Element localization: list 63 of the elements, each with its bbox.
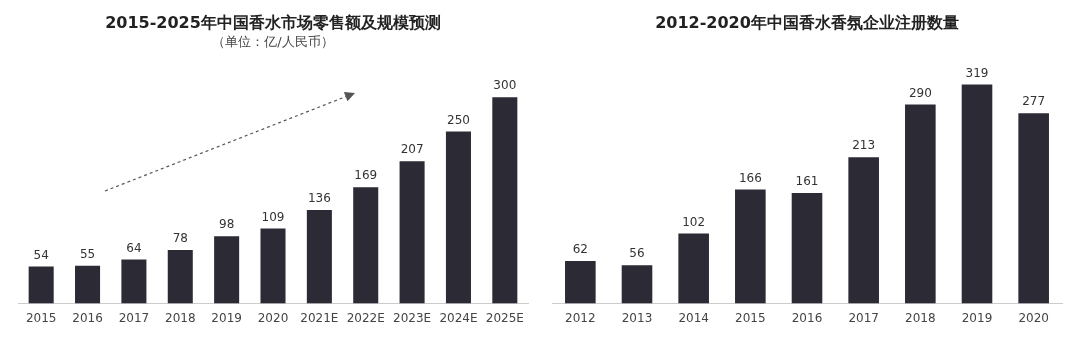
chart-title: 2012-2020年中国香水香氛企业注册数量 xyxy=(655,12,959,32)
bar xyxy=(961,84,993,304)
data-label: 109 xyxy=(261,209,285,224)
x-tick-label: 2022E xyxy=(346,310,385,325)
bar xyxy=(791,193,823,304)
data-label: 300 xyxy=(493,78,517,93)
x-tick-label: 2019 xyxy=(961,310,993,325)
x-tick-label: 2024E xyxy=(439,310,478,325)
x-tick-label: 2013 xyxy=(621,310,653,325)
bar xyxy=(678,233,709,304)
x-tick-label: 2018 xyxy=(905,310,936,325)
x-tick-label: 2020 xyxy=(1018,310,1049,325)
bar xyxy=(848,157,879,304)
bar xyxy=(399,161,425,304)
bar xyxy=(121,259,147,304)
x-tick-label: 2015 xyxy=(25,310,57,325)
bar xyxy=(214,236,240,304)
x-tick-label: 2019 xyxy=(211,310,242,325)
data-label: 166 xyxy=(738,170,762,185)
data-label: 250 xyxy=(447,112,470,127)
x-tick-label: 2015 xyxy=(735,310,766,325)
bar xyxy=(353,187,379,304)
bar xyxy=(492,97,518,304)
bar xyxy=(75,265,101,304)
x-tick-label: 2023E xyxy=(393,310,432,325)
bar xyxy=(167,249,193,304)
data-label: 319 xyxy=(965,65,989,80)
data-label: 56 xyxy=(629,246,645,261)
bar xyxy=(905,104,936,304)
x-tick-label: 2025E xyxy=(485,310,524,325)
data-label: 55 xyxy=(79,246,96,261)
bar xyxy=(735,189,766,304)
bar xyxy=(1018,113,1049,304)
data-label: 290 xyxy=(908,85,932,100)
x-tick-label: 2014 xyxy=(678,310,709,325)
bar xyxy=(306,210,332,304)
data-label: 54 xyxy=(33,247,49,262)
x-tick-label: 2012 xyxy=(565,310,596,325)
bar xyxy=(260,228,286,304)
data-label: 78 xyxy=(172,231,188,246)
data-label: 102 xyxy=(682,214,706,229)
data-label: 213 xyxy=(852,138,876,153)
x-tick-label: 2021E xyxy=(300,310,339,325)
data-label: 207 xyxy=(400,142,424,157)
bar xyxy=(565,261,596,304)
x-tick-label: 2017 xyxy=(118,310,150,325)
x-tick-label: 2018 xyxy=(165,310,196,325)
chart-title: 2015-2025年中国香水市场零售额及规模预测 xyxy=(105,12,441,32)
bar xyxy=(621,265,653,304)
x-tick-label: 2020 xyxy=(257,310,289,325)
bar xyxy=(445,131,471,304)
data-label: 161 xyxy=(795,174,819,189)
chart-subtitle: （单位：亿/人民币） xyxy=(212,34,334,50)
data-label: 64 xyxy=(126,240,142,255)
x-tick-label: 2016 xyxy=(791,310,823,325)
data-label: 169 xyxy=(354,168,378,183)
bar xyxy=(28,266,54,304)
data-label: 136 xyxy=(307,191,331,206)
x-tick-label: 2017 xyxy=(848,310,879,325)
data-label: 277 xyxy=(1022,94,1046,109)
data-label: 62 xyxy=(572,242,588,257)
x-tick-label: 2016 xyxy=(72,310,103,325)
data-label: 98 xyxy=(219,217,235,232)
